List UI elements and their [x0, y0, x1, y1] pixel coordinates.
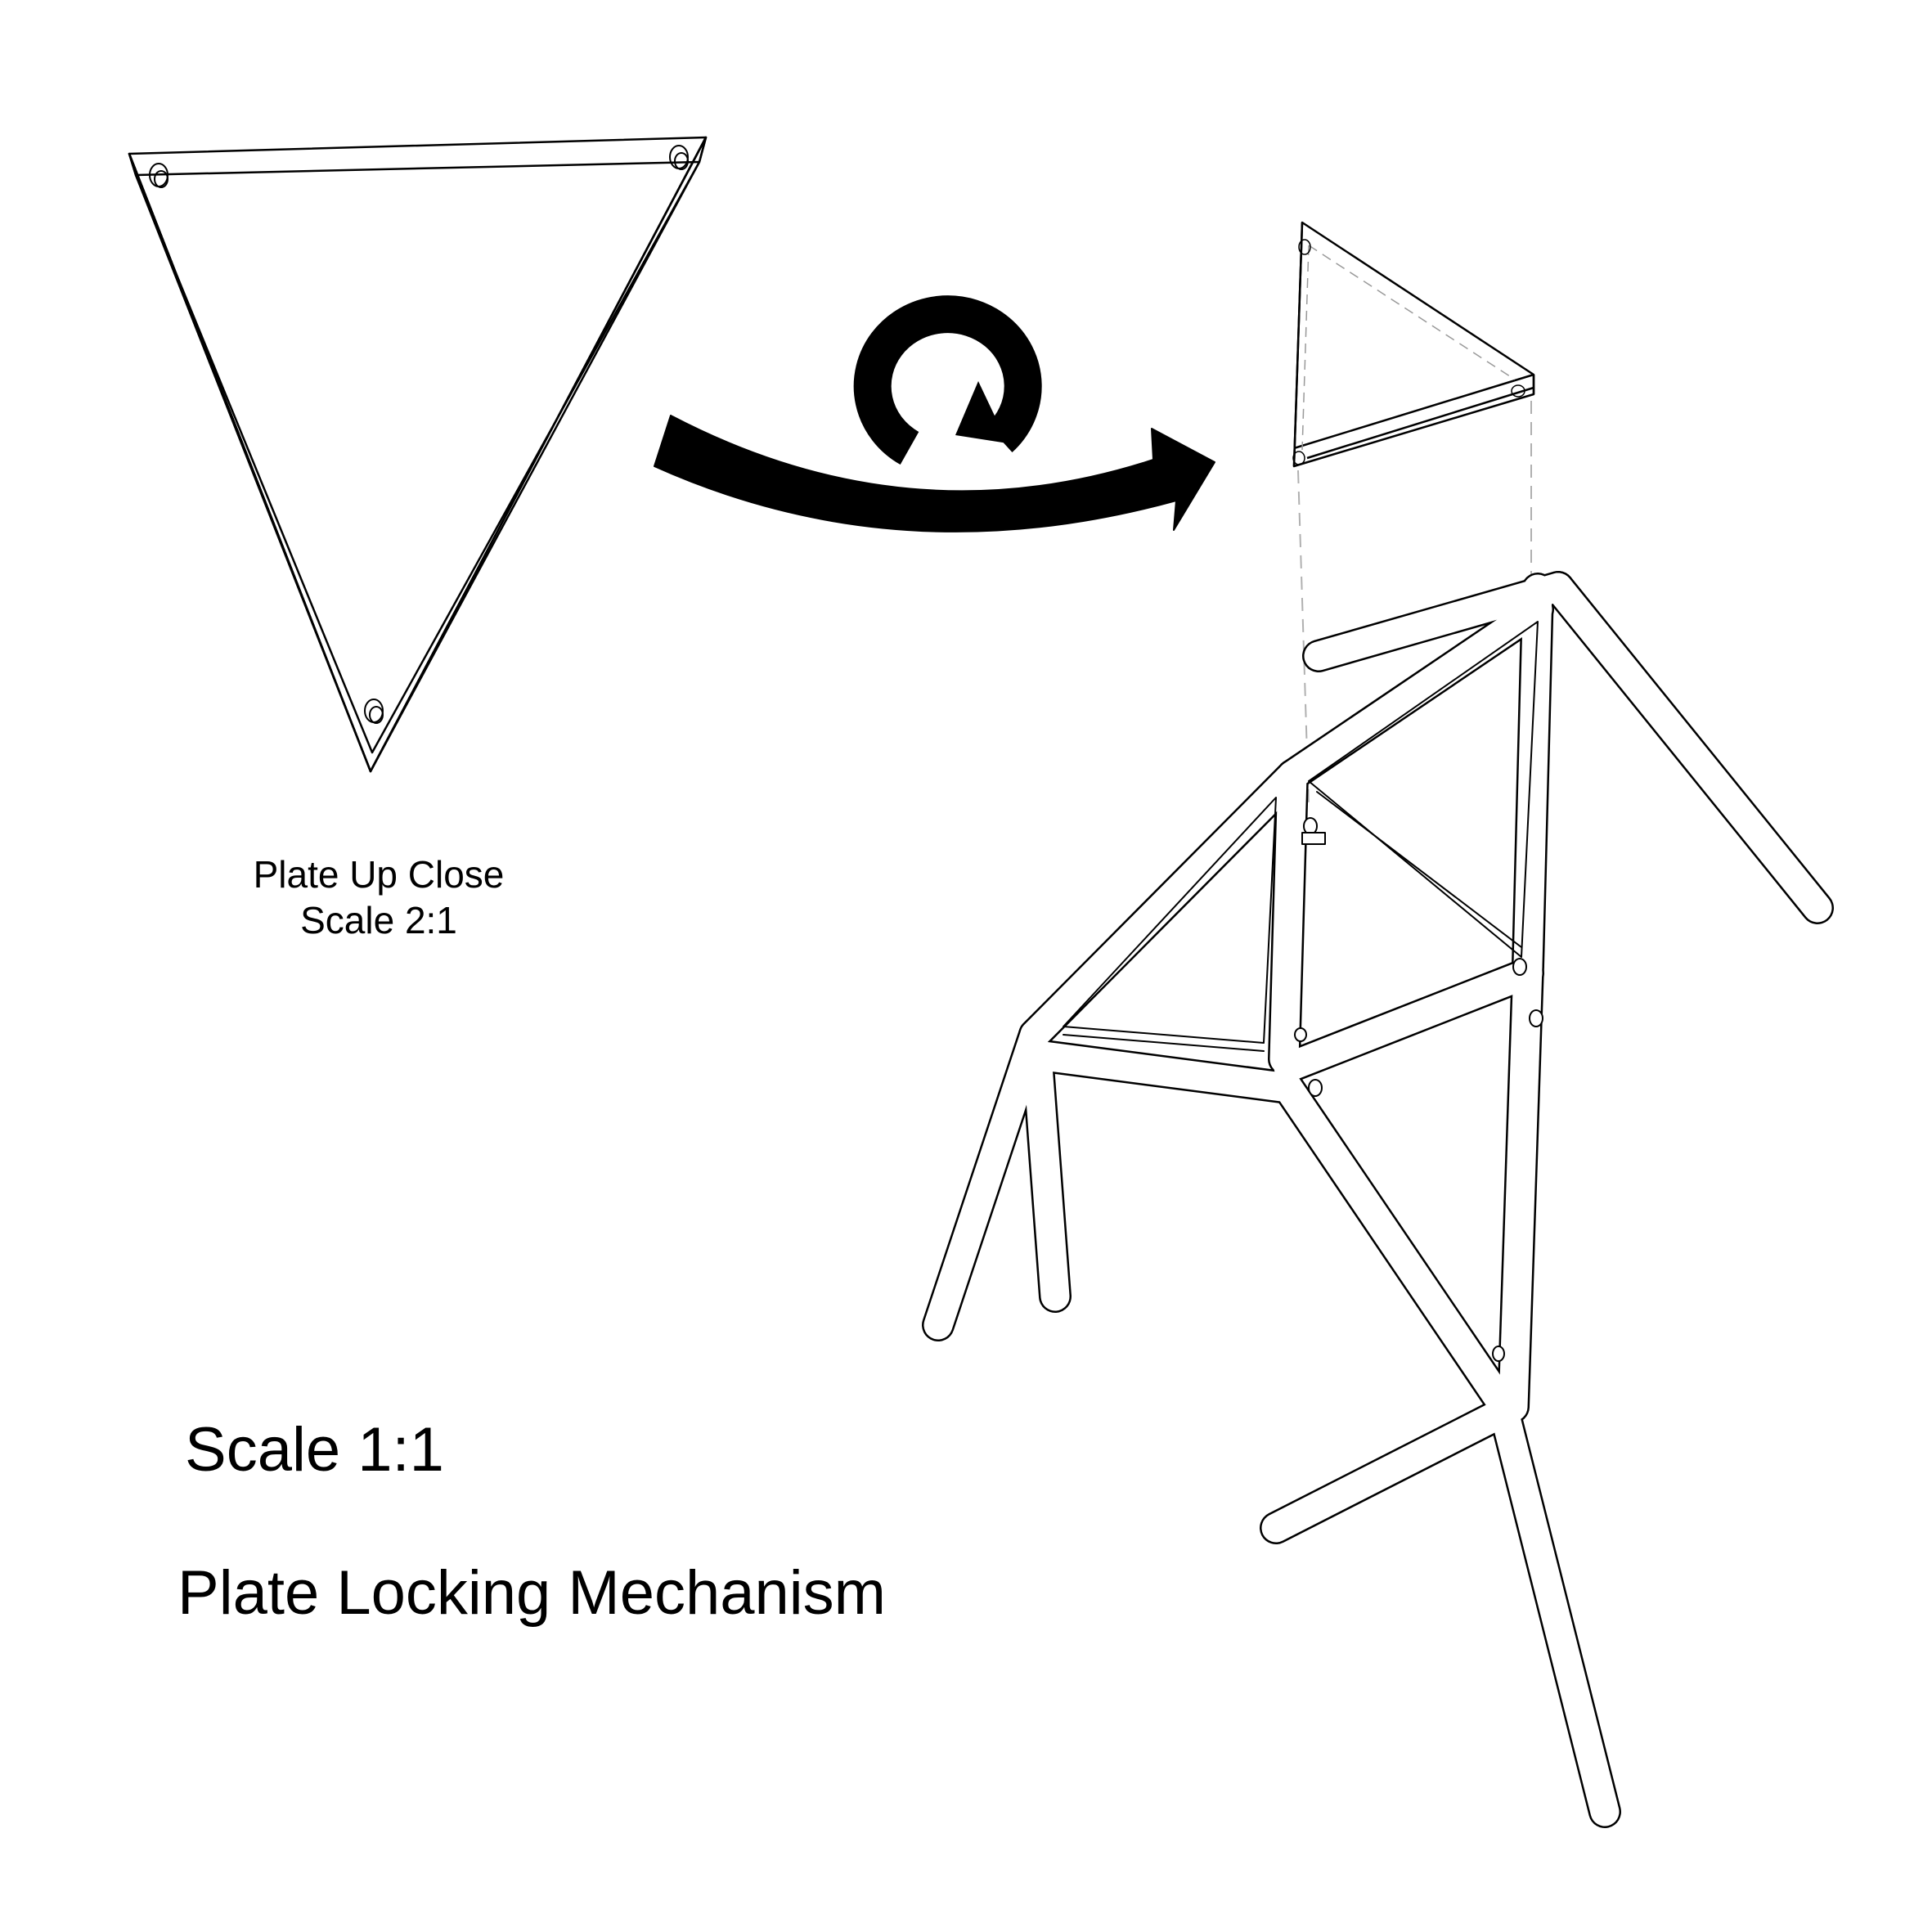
rotate-clockwise-icon — [853, 295, 1042, 465]
scale-label: Scale 1:1 — [185, 1415, 444, 1485]
projection-guides — [1297, 401, 1532, 941]
drawing-title: Plate Locking Mechanism — [177, 1558, 886, 1628]
curved-arrow-right-icon — [654, 415, 1215, 532]
plate-hole — [364, 699, 384, 724]
plate-hole — [669, 145, 689, 170]
floating-plate — [1292, 221, 1535, 468]
plate-hole — [149, 163, 168, 188]
frame-structure — [922, 571, 1834, 1828]
plate-closeup-scale: Scale 2:1 — [300, 899, 457, 941]
plate-closeup-label: Plate Up Close — [254, 853, 505, 896]
plate-closeup — [128, 136, 708, 773]
